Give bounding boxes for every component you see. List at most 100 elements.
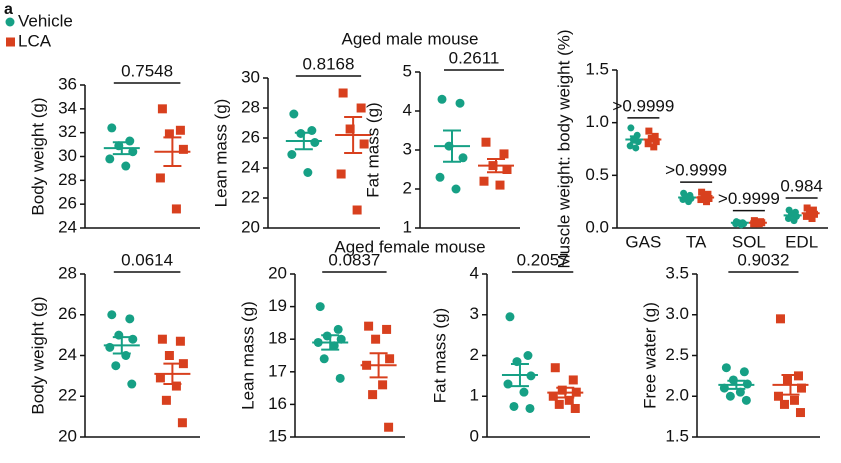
- data-point: [368, 390, 378, 400]
- data-point: [519, 387, 529, 397]
- data-point: [371, 334, 381, 344]
- data-point: [178, 144, 188, 154]
- x-tick-label: SOL: [732, 232, 766, 251]
- y-axis-label: Lean mass (g): [238, 301, 257, 410]
- data-point: [303, 168, 313, 177]
- data-point: [319, 354, 329, 364]
- data-point: [125, 136, 135, 146]
- data-point: [155, 373, 165, 383]
- data-point: [315, 302, 325, 312]
- y-tick-label: 5: [403, 61, 412, 80]
- y-tick-label: 1.5: [665, 426, 689, 445]
- y-tick-label: 26: [241, 127, 260, 146]
- data-point: [775, 314, 785, 324]
- data-point: [505, 312, 515, 322]
- data-point: [647, 134, 655, 142]
- data-point: [632, 144, 640, 152]
- y-axis-label: Muscle weight: body weight (%): [554, 29, 573, 268]
- data-point: [338, 88, 348, 98]
- data-point: [178, 359, 188, 369]
- data-point: [121, 161, 131, 171]
- data-point: [107, 123, 117, 133]
- row-title: Aged male mouse: [341, 29, 478, 48]
- data-point: [336, 169, 346, 179]
- data-point: [479, 176, 489, 186]
- data-point: [107, 310, 117, 320]
- data-point: [795, 408, 805, 418]
- data-point: [503, 379, 513, 389]
- data-point: [570, 403, 580, 413]
- data-point: [458, 153, 468, 163]
- data-point: [384, 422, 394, 432]
- row-title: Aged female mouse: [334, 237, 485, 256]
- y-tick-label: 0.5: [585, 165, 609, 184]
- data-point: [155, 173, 165, 183]
- y-tick-label: 24: [58, 217, 77, 236]
- data-point: [287, 150, 297, 159]
- y-tick-label: 1: [403, 217, 412, 236]
- p-value: >0.9999: [718, 189, 780, 208]
- data-point: [802, 212, 810, 220]
- y-tick-label: 3.5: [665, 263, 689, 282]
- data-point: [127, 379, 137, 389]
- data-point: [550, 363, 560, 373]
- data-point: [703, 198, 711, 206]
- y-tick-label: 0: [470, 426, 479, 445]
- data-point: [626, 142, 634, 150]
- data-point: [455, 98, 465, 108]
- y-tick-label: 34: [58, 98, 77, 117]
- data-point: [481, 137, 491, 147]
- y-tick-label: 1: [470, 386, 479, 405]
- y-tick-label: 20: [268, 263, 287, 282]
- data-point: [437, 94, 447, 104]
- panel-label: a: [4, 1, 13, 18]
- y-tick-label: 16: [268, 394, 287, 413]
- data-point: [105, 154, 115, 164]
- p-value: >0.9999: [665, 161, 727, 180]
- data-point: [164, 351, 174, 360]
- data-point: [525, 403, 535, 413]
- data-point: [735, 387, 745, 397]
- data-point: [336, 334, 346, 344]
- y-tick-label: 3: [470, 304, 479, 323]
- legend-marker: [5, 17, 15, 27]
- y-tick-label: 4: [403, 100, 412, 119]
- y-tick-label: 32: [58, 122, 77, 141]
- data-point: [335, 373, 345, 383]
- data-point: [548, 391, 558, 401]
- data-point: [175, 125, 185, 135]
- y-tick-label: 22: [241, 187, 260, 206]
- x-tick-label: EDL: [785, 232, 818, 251]
- data-point: [685, 198, 693, 206]
- y-tick-label: 26: [58, 194, 77, 213]
- data-point: [451, 184, 461, 194]
- p-value: 0.2057: [517, 250, 569, 269]
- data-point: [721, 363, 731, 373]
- data-point: [773, 391, 783, 401]
- p-value: 0.8168: [302, 54, 354, 73]
- data-point: [495, 180, 505, 190]
- data-point: [627, 124, 635, 132]
- data-point: [564, 395, 574, 405]
- y-axis-label: Body weight (g): [28, 296, 47, 414]
- y-tick-label: 24: [241, 157, 260, 176]
- y-tick-label: 19: [268, 296, 287, 315]
- data-point: [739, 367, 749, 377]
- y-tick-label: 18: [268, 329, 287, 348]
- data-point: [554, 399, 564, 409]
- data-point: [809, 206, 817, 214]
- y-tick-label: 28: [58, 170, 77, 189]
- y-tick-label: 2: [470, 345, 479, 364]
- p-value: 0.0837: [328, 250, 380, 269]
- data-point: [698, 188, 706, 196]
- y-tick-label: 2: [403, 178, 412, 197]
- data-point: [796, 383, 806, 393]
- data-point: [782, 375, 792, 385]
- data-point: [329, 341, 339, 351]
- data-point: [175, 336, 185, 346]
- data-point: [161, 395, 171, 405]
- data-point: [719, 383, 729, 393]
- y-tick-label: 36: [58, 74, 77, 93]
- data-point: [704, 190, 712, 198]
